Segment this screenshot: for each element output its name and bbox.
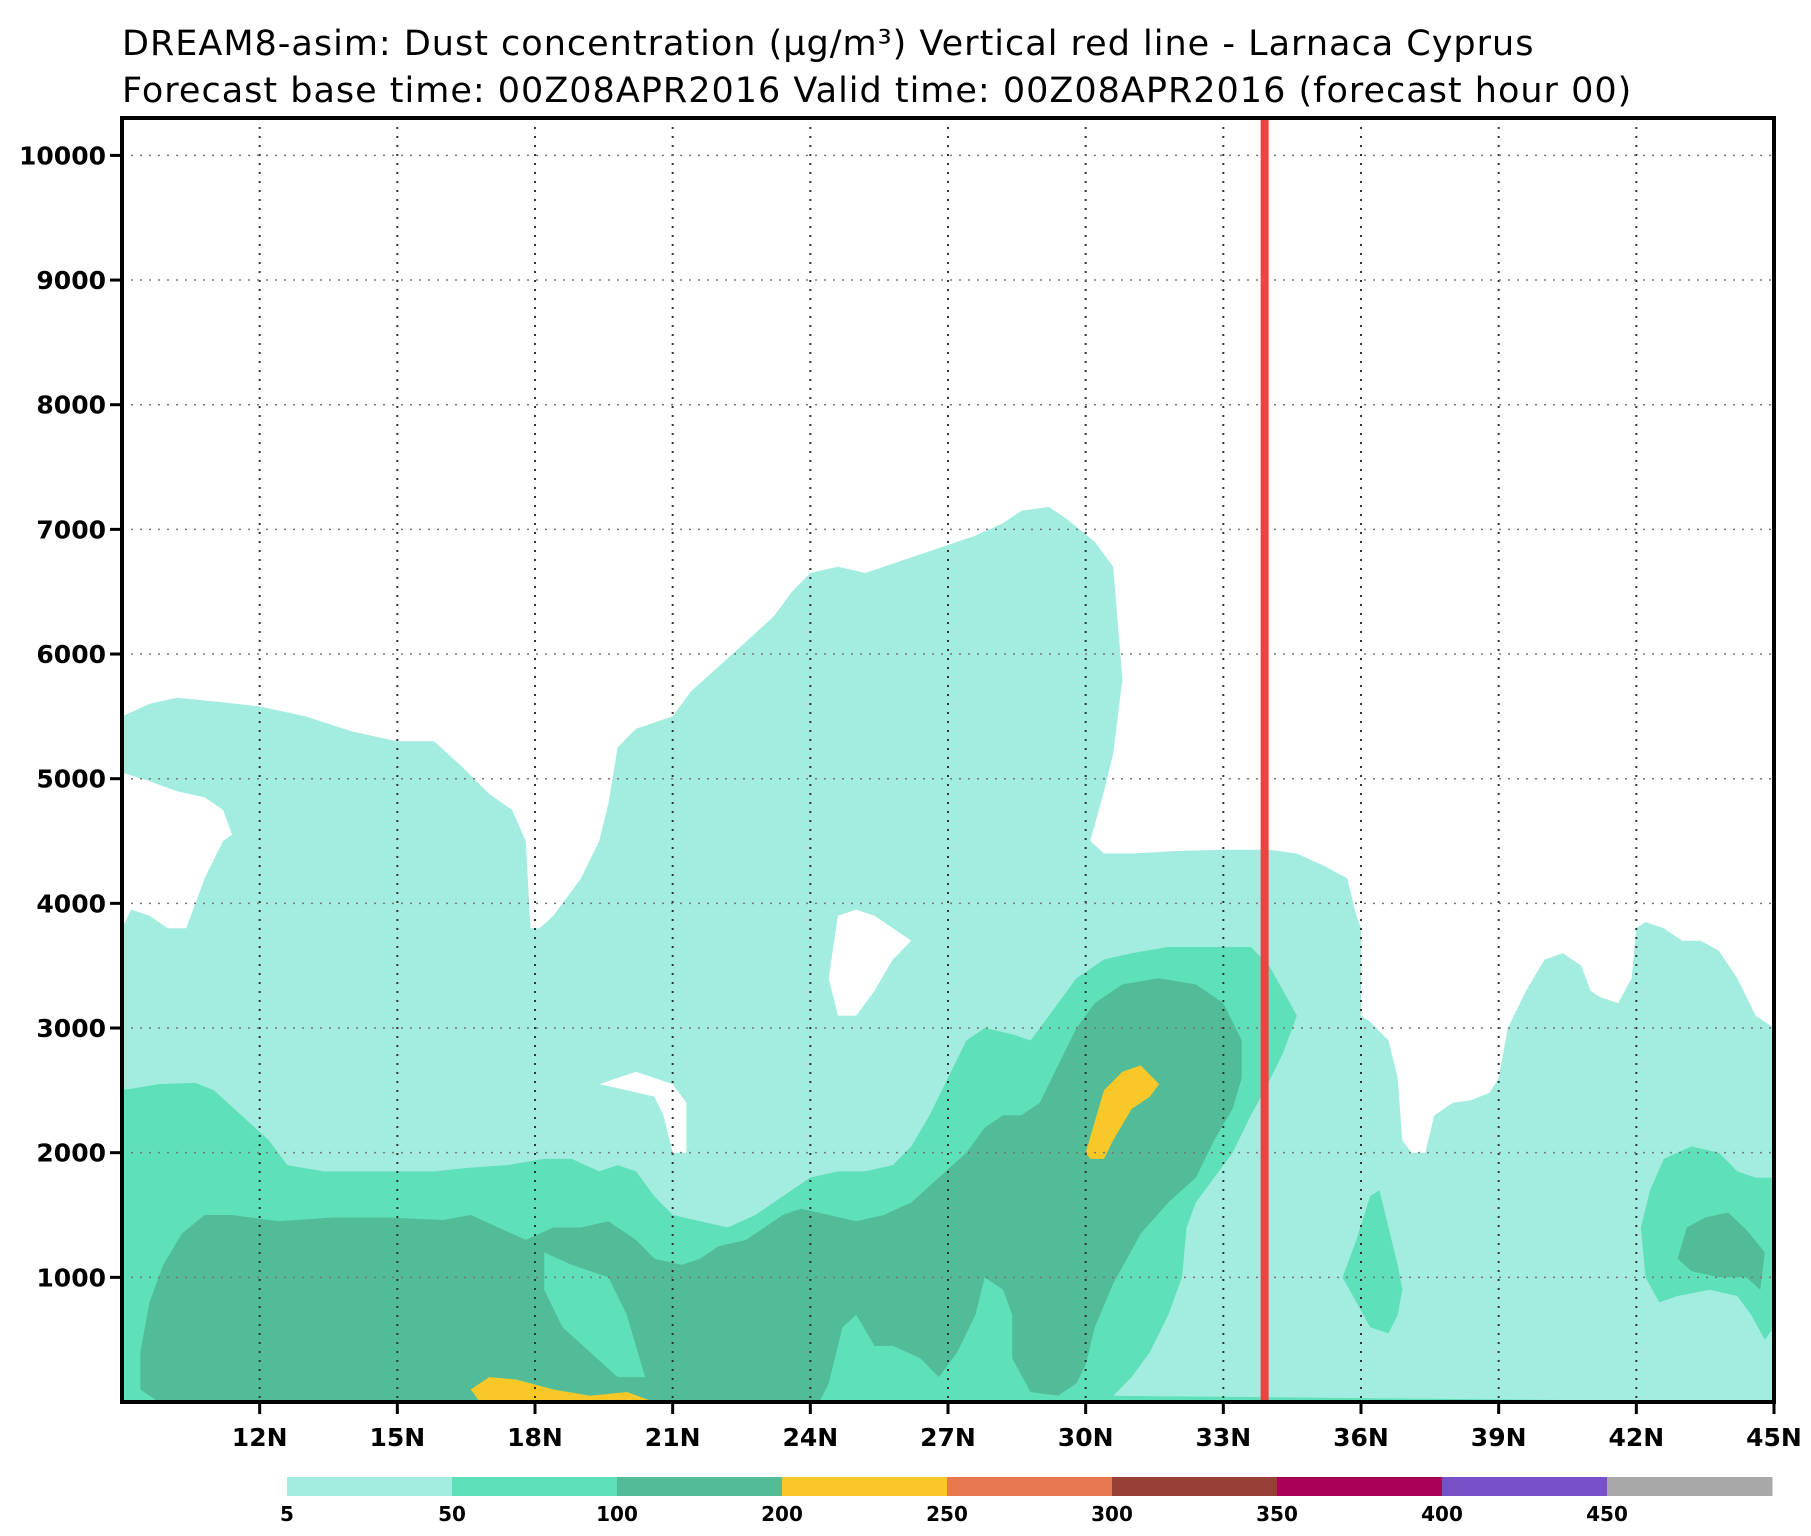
- x-tick-label-0: 12N: [232, 1423, 288, 1452]
- x-tick-label-9: 39N: [1471, 1423, 1527, 1452]
- x-tick-label-11: 45N: [1746, 1423, 1802, 1452]
- contour-region-2: [140, 978, 1242, 1402]
- x-tick-label-2: 18N: [507, 1423, 563, 1452]
- colorbar-label-8: 450: [1586, 1502, 1628, 1526]
- colorbar-label-7: 400: [1421, 1502, 1463, 1526]
- y-tick-label-2: 3000: [36, 1014, 106, 1043]
- colorbar-swatch-5: [1112, 1477, 1278, 1496]
- colorbar-label-4: 250: [926, 1502, 968, 1526]
- colorbar-swatch-1: [452, 1477, 618, 1496]
- colorbar-swatch-0: [287, 1477, 453, 1496]
- colorbar-swatch-4: [947, 1477, 1113, 1496]
- y-tick-label-9: 10000: [19, 141, 106, 170]
- colorbar-swatch-7: [1442, 1477, 1608, 1496]
- colorbar-label-6: 350: [1256, 1502, 1298, 1526]
- y-tick-label-1: 2000: [36, 1139, 106, 1168]
- y-axis: 1000 2000 3000 4000 5000 6000 7000 8000 9000 1000…: [19, 141, 122, 1292]
- y-tick-label-6: 7000: [36, 515, 106, 544]
- y-tick-label-0: 1000: [36, 1263, 106, 1292]
- colorbar-label-3: 200: [761, 1502, 803, 1526]
- x-tick-label-3: 21N: [645, 1423, 701, 1452]
- y-tick-label-5: 6000: [36, 640, 106, 669]
- chart-subtitle: Forecast base time: 00Z08APR2016 Valid t…: [122, 71, 1632, 111]
- colorbar-swatch-2: [617, 1477, 783, 1496]
- contour-region-8: [1342, 1190, 1403, 1334]
- x-tick-label-4: 24N: [782, 1423, 838, 1452]
- contour-region-10: [1677, 1212, 1765, 1290]
- x-tick-label-8: 36N: [1333, 1423, 1389, 1452]
- x-axis: 12N 15N 18N 21N 24N 27N 30N 33N 36N 39N 42N 45N: [232, 1402, 1802, 1452]
- y-tick-label-7: 8000: [36, 391, 106, 420]
- y-tick-label-3: 4000: [36, 889, 106, 918]
- y-tick-label-4: 5000: [36, 765, 106, 794]
- x-tick-label-1: 15N: [369, 1423, 425, 1452]
- x-tick-label-6: 30N: [1058, 1423, 1114, 1452]
- colorbar-swatch-8: [1607, 1477, 1773, 1496]
- chart-title: DREAM8-asim: Dust concentration (µg/m³) …: [122, 24, 1534, 64]
- colorbar-label-2: 100: [596, 1502, 638, 1526]
- contour-region-3: [544, 1252, 646, 1378]
- contour-region-7: [599, 1071, 687, 1153]
- colorbar: 5 50 100 200 250 300 350 400 450: [280, 1477, 1773, 1526]
- contour-region-5: [470, 1377, 655, 1402]
- colorbar-swatch-6: [1277, 1477, 1443, 1496]
- colorbar-label-5: 300: [1091, 1502, 1133, 1526]
- y-tick-label-8: 9000: [36, 266, 106, 295]
- x-tick-label-5: 27N: [920, 1423, 976, 1452]
- colorbar-swatch-3: [782, 1477, 948, 1496]
- colorbar-label-0: 5: [280, 1502, 294, 1526]
- x-tick-label-7: 33N: [1195, 1423, 1251, 1452]
- colorbar-label-1: 50: [438, 1502, 466, 1526]
- contour-region-6: [828, 909, 912, 1016]
- contour-region-4: [1085, 1065, 1160, 1159]
- x-tick-label-10: 42N: [1608, 1423, 1664, 1452]
